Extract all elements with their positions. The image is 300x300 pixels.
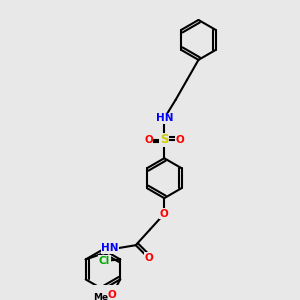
Text: Me: Me	[93, 293, 108, 300]
Text: O: O	[144, 135, 153, 145]
Text: HN: HN	[101, 243, 118, 253]
Text: O: O	[160, 209, 169, 219]
Text: O: O	[107, 290, 116, 300]
Text: HN: HN	[155, 113, 173, 123]
Text: S: S	[160, 133, 169, 146]
Text: O: O	[144, 253, 153, 263]
Text: Cl: Cl	[99, 256, 110, 266]
Text: O: O	[176, 135, 184, 145]
